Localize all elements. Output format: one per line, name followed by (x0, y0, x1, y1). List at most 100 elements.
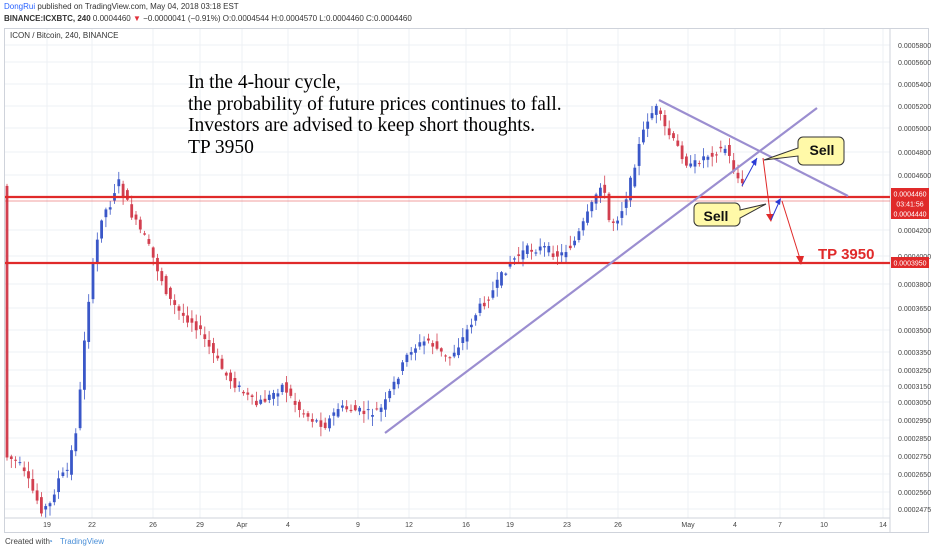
candle-body (491, 290, 495, 298)
candle-body (57, 478, 60, 493)
candle-body (353, 405, 357, 411)
y-tick-label: 0.0003050 (898, 400, 931, 407)
candle-body (517, 254, 521, 256)
y-tick-label: 0.0003250 (898, 368, 931, 375)
candle-body (151, 247, 155, 258)
candle-body (500, 272, 503, 286)
ascending-trendline (384, 107, 818, 434)
candle-body (315, 420, 318, 422)
candle-body (702, 156, 705, 161)
candle-body (272, 392, 275, 399)
candle-body (431, 343, 435, 347)
candle-body (697, 163, 701, 165)
candle-body (452, 352, 456, 357)
candle-body (568, 245, 572, 249)
y-tick-label: 0.0002850 (898, 436, 931, 443)
candle-body (672, 133, 675, 139)
symbol-line: BINANCE:ICXBTC, 240 0.0004460 ▼ −0.00000… (4, 14, 412, 23)
candle-body (564, 252, 568, 258)
candle-body (246, 392, 250, 395)
candle-body (719, 146, 723, 149)
candle-body (108, 207, 112, 210)
candle-body (388, 390, 392, 399)
candle-body (495, 279, 499, 288)
candle-body (504, 273, 508, 275)
candle-body (298, 401, 301, 411)
candle-body (9, 456, 13, 460)
candle-body (306, 413, 310, 417)
y-tick-label: 0.0004800 (898, 150, 931, 157)
candle-body (83, 340, 86, 390)
x-tick-label: 26 (614, 522, 622, 529)
arrowhead-icon (775, 198, 781, 205)
candle-body (186, 315, 189, 323)
candle-body (732, 160, 736, 172)
y-tick-label: 0.0005200 (898, 104, 931, 111)
candle-body (310, 419, 314, 422)
candle-body (693, 160, 697, 167)
chart-frame (4, 28, 929, 533)
author-link[interactable]: DongRui (4, 2, 36, 11)
candle-body (706, 156, 710, 160)
y-tick-label: 0.0002750 (898, 454, 931, 461)
candle-body (276, 393, 280, 397)
candle-body (392, 381, 396, 390)
candle-body (633, 167, 637, 187)
candle-body (216, 355, 220, 359)
support-price-tag: 0.0004440 (893, 212, 926, 219)
candle-body (138, 219, 142, 230)
candle-body (207, 340, 211, 347)
candle-body (328, 418, 331, 429)
countdown-tag: 03:41:56 (896, 202, 923, 209)
candle-body (611, 221, 615, 223)
candle-body (620, 211, 624, 218)
candle-body (70, 450, 73, 475)
candle-body (534, 252, 538, 254)
candle-body (409, 352, 413, 355)
candle-body (710, 152, 714, 157)
footer: Created with ◔ TradingView (0, 533, 932, 550)
candle-body (616, 220, 619, 224)
y-tick-label: 0.0003350 (898, 350, 931, 357)
candle-body (508, 262, 512, 267)
candle-body (164, 276, 168, 295)
candle-body (603, 184, 607, 193)
x-tick-label: May (681, 522, 695, 529)
sell-callout-label: Sell (810, 142, 835, 158)
candle-body (401, 362, 404, 371)
target-price-tag: 0.0003950 (893, 261, 926, 268)
candle-body (414, 348, 417, 353)
candle-body (87, 301, 91, 342)
candle-body (448, 357, 452, 359)
y-tick-label: 0.0005000 (898, 126, 931, 133)
candle-body (543, 246, 546, 248)
candle-body (599, 187, 602, 198)
tradingview-brand[interactable]: TradingView (60, 537, 105, 546)
candle-body (349, 409, 353, 412)
candle-body (173, 300, 177, 305)
sell-callout-label: Sell (704, 208, 729, 224)
annotation-line: In the 4-hour cycle, (188, 72, 341, 93)
candle-body (384, 399, 387, 410)
annotation-line: TP 3950 (188, 136, 254, 158)
last-price: 0.0004460 (92, 14, 131, 23)
candle-body (91, 262, 95, 300)
ohlc-text: O:0.0004544 H:0.0004570 L:0.0004460 C:0.… (222, 14, 412, 23)
candle-body (237, 385, 241, 388)
candle-body (521, 250, 525, 260)
candle-body (147, 239, 151, 244)
candle-body (728, 145, 731, 156)
candle-body (513, 258, 516, 260)
candle-body (551, 253, 555, 257)
current-price-tag: 0.0004460 (893, 192, 926, 199)
candle-body (332, 412, 336, 416)
arrowhead-icon (766, 214, 774, 222)
candle-body (40, 497, 43, 514)
candle-body (366, 409, 370, 411)
candle-body (104, 209, 108, 218)
candle-body (577, 231, 581, 240)
candle-body (646, 121, 650, 129)
x-tick-label: 19 (506, 522, 514, 529)
candle-body (345, 406, 349, 410)
